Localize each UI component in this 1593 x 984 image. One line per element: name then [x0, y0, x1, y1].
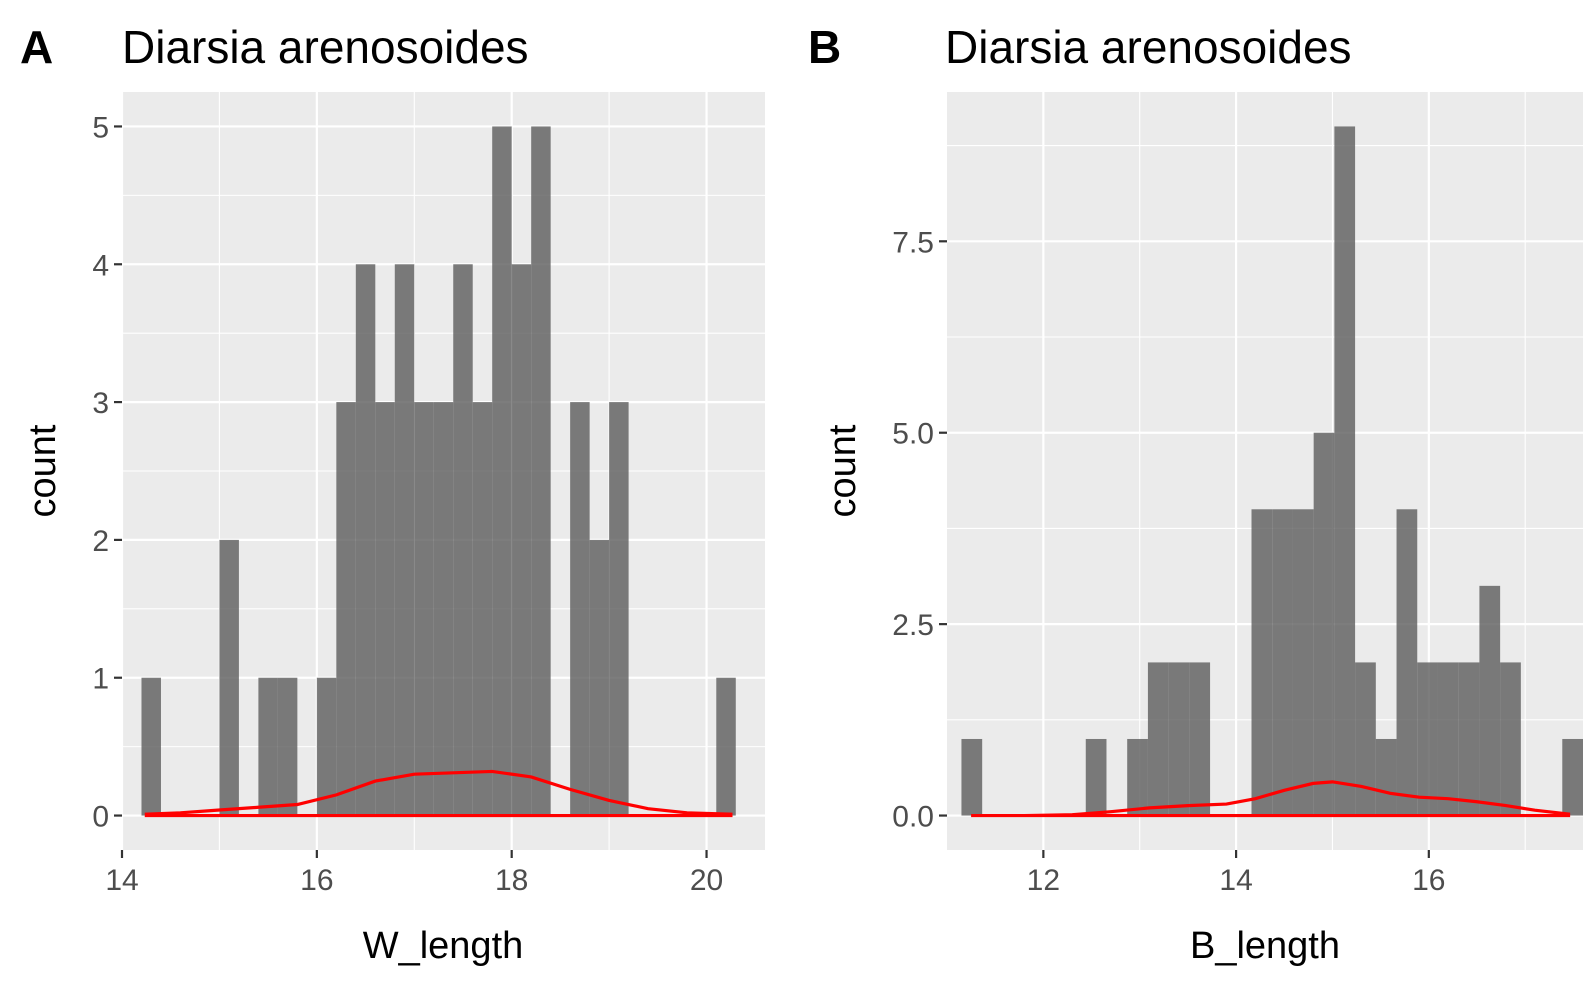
histogram-bar — [1375, 738, 1397, 816]
y-tick-label: 1 — [92, 663, 109, 696]
panel-b-x-axis: 12 14 16 — [1027, 850, 1446, 897]
panel-a-title: Diarsia arenosoides — [122, 21, 529, 73]
x-tick-label: 16 — [300, 864, 333, 897]
histogram-bar — [375, 402, 395, 816]
histogram-bar — [453, 264, 473, 816]
panel-a-y-axis: 0 1 2 3 4 5 — [92, 111, 122, 834]
histogram-bar — [492, 126, 512, 816]
y-tick-label: 3 — [92, 387, 109, 420]
histogram-bar — [141, 677, 161, 816]
histogram-bar — [609, 402, 629, 816]
panel-b-density — [971, 780, 1571, 818]
histogram-bar — [1313, 432, 1335, 816]
x-tick-label: 14 — [1219, 864, 1252, 897]
panel-b-title: Diarsia arenosoides — [945, 21, 1352, 73]
histogram-bar — [1189, 662, 1211, 816]
histogram-bar — [1292, 509, 1314, 816]
histogram-bar — [1437, 662, 1459, 816]
histogram-bar — [570, 402, 590, 816]
y-tick-label: 5.0 — [892, 418, 934, 451]
density-curve — [144, 769, 733, 818]
histogram-bar — [1168, 662, 1190, 816]
y-tick-label: 5 — [92, 111, 109, 144]
histogram-bar — [1479, 585, 1501, 816]
panel-a-tag: A — [20, 21, 53, 73]
density-curve — [971, 780, 1571, 818]
y-tick-label: 2.5 — [892, 609, 934, 642]
histogram-bar — [1334, 126, 1356, 816]
histogram-bar — [219, 539, 239, 816]
y-tick-label: 0 — [92, 801, 109, 834]
panel-a-x-axis: 14 16 18 20 — [105, 850, 723, 897]
histogram-bar — [1355, 662, 1376, 816]
panel-b-bars — [961, 126, 1583, 816]
histogram-bar — [433, 402, 454, 816]
histogram-bar — [316, 677, 337, 816]
x-tick-label: 16 — [1412, 864, 1445, 897]
panel-a: A Diarsia arenosoides 14 16 18 20 0 1 2 3 4 5 W_… — [20, 21, 765, 967]
panel-a-density — [144, 769, 733, 818]
histogram-bar — [1500, 662, 1521, 816]
panel-b-y-axis: 0.0 2.5 5.0 7.5 — [892, 226, 947, 834]
panel-b: B Diarsia arenosoides 12 14 16 0.0 2.5 5.0 7.… — [808, 21, 1583, 967]
histogram-bar — [716, 677, 736, 816]
histogram-bar — [355, 264, 376, 816]
panel-a-x-axis-title: W_length — [363, 925, 524, 967]
histogram-bar — [1417, 662, 1438, 816]
histogram-bar — [1458, 662, 1480, 816]
y-tick-label: 7.5 — [892, 226, 934, 259]
histogram-bar — [1147, 662, 1169, 816]
histogram-bar — [961, 738, 983, 816]
histogram-bar — [531, 126, 551, 816]
histogram-bar — [1562, 738, 1583, 816]
y-tick-label: 2 — [92, 525, 109, 558]
histogram-bar — [1085, 738, 1107, 816]
y-tick-label: 0.0 — [892, 801, 934, 834]
histogram-bar — [1272, 509, 1293, 816]
histogram-bar — [394, 264, 415, 816]
histogram-bar — [277, 677, 298, 816]
x-tick-label: 14 — [105, 864, 138, 897]
histogram-bar — [1396, 509, 1418, 816]
histogram-bar — [472, 402, 493, 816]
histogram-bar — [1127, 738, 1148, 816]
x-tick-label: 20 — [690, 864, 723, 897]
histogram-bar — [511, 264, 532, 816]
y-tick-label: 4 — [92, 249, 109, 282]
x-tick-label: 18 — [495, 864, 528, 897]
histogram-bar — [1251, 509, 1273, 816]
histogram-bar — [258, 677, 278, 816]
panel-b-tag: B — [808, 21, 841, 73]
panel-b-y-axis-title: count — [822, 424, 864, 517]
x-tick-label: 12 — [1027, 864, 1060, 897]
panel-b-x-axis-title: B_length — [1190, 925, 1340, 967]
histogram-bar — [589, 539, 610, 816]
histogram-bar — [414, 402, 434, 816]
panel-a-bars — [141, 126, 736, 816]
histogram-bar — [336, 402, 356, 816]
panel-a-y-axis-title: count — [22, 424, 64, 517]
